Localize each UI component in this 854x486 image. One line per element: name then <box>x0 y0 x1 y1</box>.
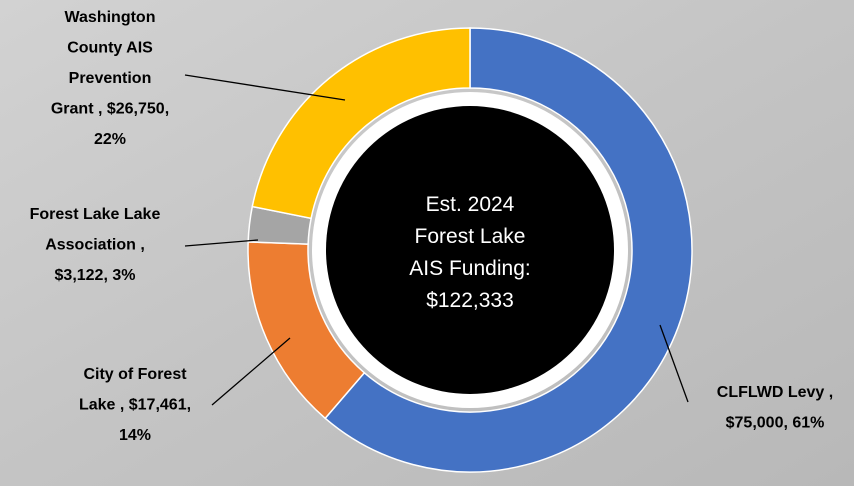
data-label-line: Association , <box>45 237 145 254</box>
data-label-line: County AIS <box>67 40 153 57</box>
leader-line <box>211 337 291 406</box>
leader-line <box>184 239 259 247</box>
data-label: CLFLWD Levy , $75,000, 61% <box>717 384 833 432</box>
data-label-line: Washington <box>65 9 156 26</box>
data-label-line: CLFLWD Levy , <box>717 384 833 401</box>
center-text-line: $122,333 <box>426 289 514 312</box>
center-text: Est. 2024 Forest Lake AIS Funding: $122,333 <box>409 193 530 312</box>
data-label-line: Grant , $26,750, <box>51 101 169 118</box>
data-label-line: 14% <box>119 427 151 444</box>
center-text-line: AIS Funding: <box>409 257 530 280</box>
data-label-line: $75,000, 61% <box>726 415 825 432</box>
center-text-line: Est. 2024 <box>426 193 515 216</box>
leader-line <box>659 324 689 403</box>
data-label-line: 22% <box>94 131 126 148</box>
data-label-line: City of Forest <box>83 366 187 383</box>
center-circle <box>326 106 614 394</box>
donut-slice <box>324 27 693 473</box>
data-label-line: Lake , $17,461, <box>79 397 191 414</box>
data-label-line: Prevention <box>69 70 152 87</box>
data-label-line: Forest Lake Lake <box>30 206 161 223</box>
data-label: City of Forest Lake , $17,461, 14% <box>79 366 191 444</box>
data-label: Washington County AIS Prevention Grant , $2… <box>51 9 169 148</box>
donut-slice <box>251 27 471 220</box>
data-label-line: $3,122, 3% <box>55 267 136 284</box>
data-label: Forest Lake Lake Association , $3,122, 3% <box>30 206 161 284</box>
center-text-line: Forest Lake <box>415 225 526 248</box>
leader-line <box>184 74 346 101</box>
